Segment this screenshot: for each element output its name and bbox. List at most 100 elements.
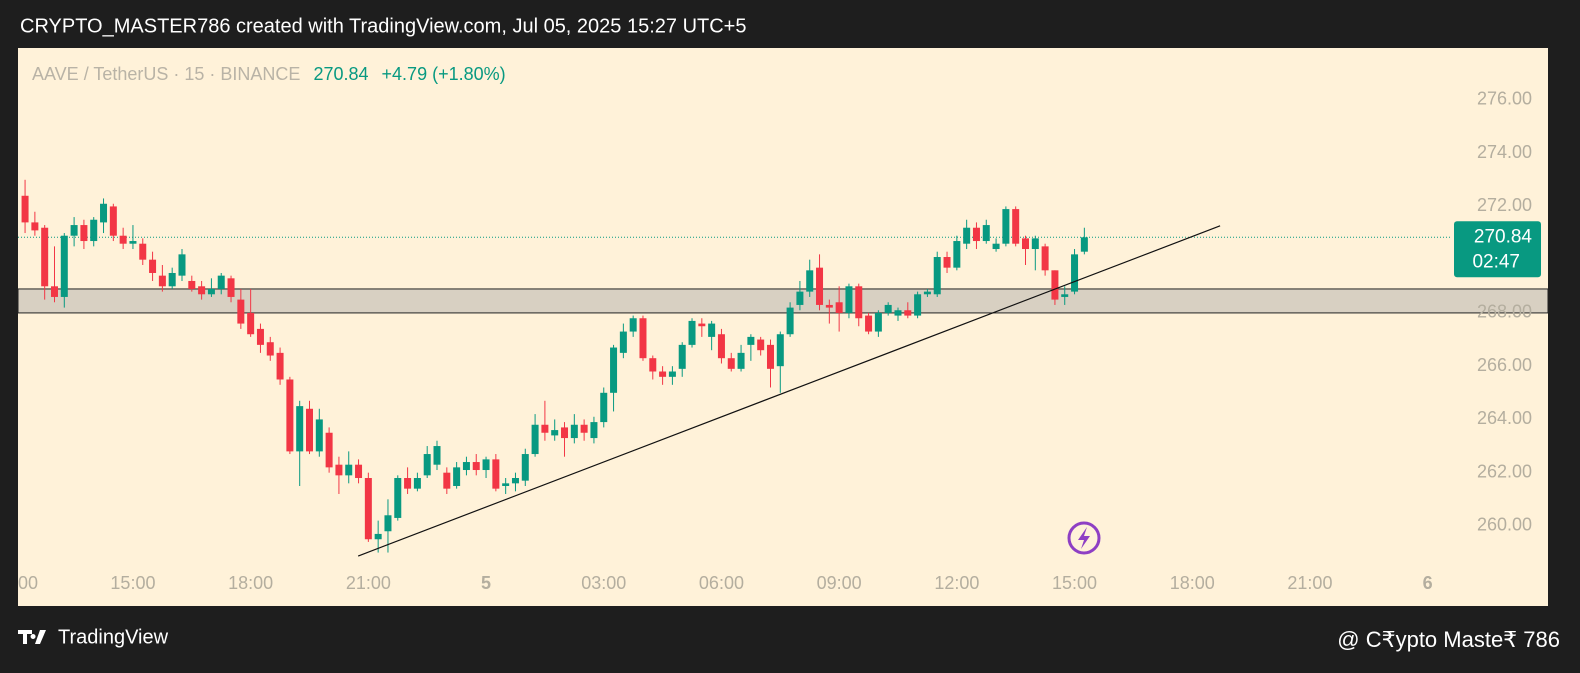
chart-area [18,48,1548,606]
x-tick-label: 18:00 [1170,573,1215,593]
x-tick-label: 6 [1423,573,1433,593]
candle-body [992,243,1000,250]
x-tick-label: 03:00 [581,573,626,593]
candle-body [325,432,333,468]
candle-body [933,257,941,295]
y-tick-label: 268.00 [1477,302,1532,322]
candle-body [266,342,274,356]
candle-body [1071,254,1079,292]
candle-body [247,312,255,335]
y-tick-label: 264.00 [1477,408,1532,428]
candle-body [276,352,284,380]
candle-body [21,195,29,223]
candle-body [904,310,912,316]
candle-body [482,459,490,471]
candle-body [590,422,598,439]
candle-body [256,328,264,345]
y-tick-label: 276.00 [1477,89,1532,109]
y-tick-label: 272.00 [1477,195,1532,215]
candle-body [188,280,196,289]
candle-body [806,270,814,292]
candle-body [766,344,774,369]
countdown: 02:47 [1472,251,1520,272]
candle-body [943,257,951,268]
candle-body [541,424,549,433]
candle-body [953,241,961,268]
candle-body [41,227,49,287]
symbol: AAVE / TetherUS · 15 · BINANCE [32,64,300,84]
candle-body [109,206,117,236]
candle-body [492,459,500,489]
candle-body [50,286,58,297]
candle-body [610,347,618,393]
candle-body [453,467,461,486]
y-tick-label: 262.00 [1477,461,1532,481]
candle-body [306,408,314,452]
candle-body [963,227,971,244]
candle-body [531,424,539,455]
x-tick-label: 21:00 [346,573,391,593]
candle-body [629,318,637,332]
candle-body [570,424,578,439]
candle-body [874,312,882,332]
candle-body [757,339,765,351]
candle-body [668,371,676,377]
candle-body [502,483,510,486]
candle-body [237,299,245,324]
candle-body [443,472,451,489]
candle-body [600,392,608,423]
candle-body [423,454,431,476]
candle-body [649,358,657,372]
candle-body [198,286,206,295]
x-tick-label: 15:00 [110,573,155,593]
candle-body [1080,237,1088,252]
credit: @ C₹ypto Maste₹ 786 [1337,627,1560,652]
candle-body [619,331,627,353]
candle-body [737,352,745,369]
candle-body [816,267,824,305]
x-tick-label: 12:00 [934,573,979,593]
candle-body [100,203,108,223]
candle-body [364,478,372,540]
candle-body [855,286,863,319]
x-tick-label: 00 [18,573,38,593]
candle-body [394,478,402,518]
candle-body [796,291,804,305]
candle-body [776,334,784,367]
candle-body [688,320,696,345]
candle-body [217,275,225,289]
brand: TradingView [58,626,169,648]
x-tick-label: 5 [481,573,491,593]
candle-body [60,235,68,297]
candle-body [717,334,725,359]
candle-body [139,243,147,260]
candle-body [462,462,470,471]
candle-body [865,315,873,332]
candle-body [551,430,559,436]
y-tick-label: 274.00 [1477,142,1532,162]
candle-body [972,227,980,242]
candle-body [845,286,853,313]
last-price-box [1454,221,1541,278]
x-tick-label: 18:00 [228,573,273,593]
candle-body [1012,209,1020,244]
candle-body [472,462,480,471]
candle-body [374,533,382,540]
legend: AAVE / TetherUS · 15 · BINANCE 270.84 +4… [32,64,506,84]
candle-body [1041,246,1049,271]
candle-body [80,225,88,242]
candle-body [786,307,794,335]
candle-body [678,344,686,369]
candle-body [1002,209,1010,244]
candle-body [708,323,716,337]
candle-body [914,294,922,316]
last-price: 270.84 [313,64,368,84]
last-price-label: 270.84 [1474,226,1533,247]
candle-body [296,406,304,452]
candle-body [286,379,294,452]
candle-body [227,278,235,297]
candle-body [315,419,323,452]
header-text: CRYPTO_MASTER786 created with TradingVie… [20,15,746,37]
x-tick-label: 21:00 [1287,573,1332,593]
